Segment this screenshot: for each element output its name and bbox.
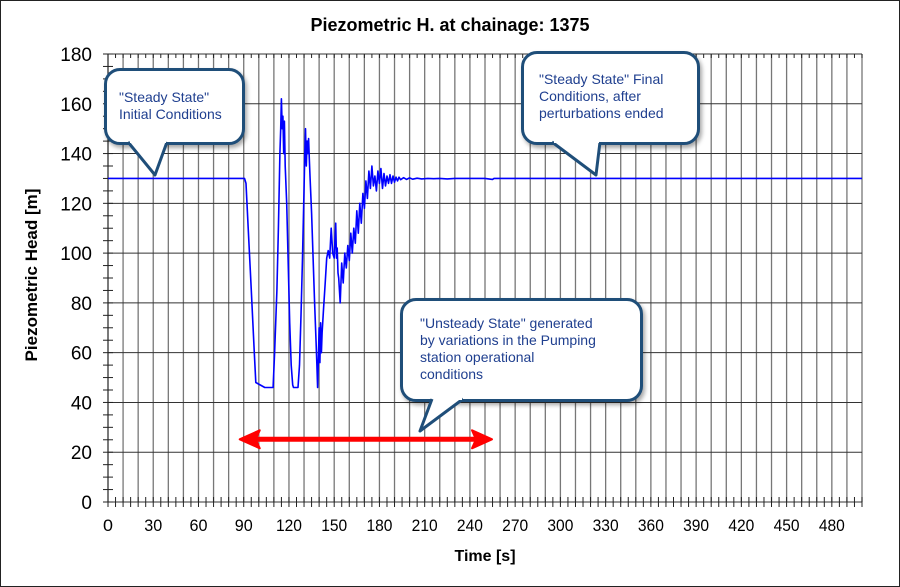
annotation-initial-conditions: "Steady State" Initial Conditions [104,68,245,145]
annotation-line: conditions [420,366,484,382]
x-tick-label: 210 [412,516,438,535]
y-tick-label: 120 [60,194,92,215]
annotation-line: perturbations ended [539,105,664,121]
annotation-unsteady-state: "Unsteady State" generated by variations… [400,298,643,402]
y-tick-label: 160 [60,95,92,116]
x-tick-label: 450 [774,516,800,535]
y-tick-label: 140 [60,145,92,166]
y-tick-label: 180 [60,45,92,66]
x-tick-label: 270 [502,516,528,535]
annotation-line: Conditions, after [539,88,641,104]
series-group [108,98,862,389]
y-tick-label: 0 [81,493,92,514]
range-arrow-right-head [471,429,494,450]
x-tick-label: 330 [593,516,619,535]
x-tick-labels: 0 30 60 90 120 150 180 210 240 270 300 330 360 390 420… [103,516,845,535]
x-tick-label: 30 [144,516,162,535]
range-arrow-left-head [238,429,261,450]
x-tick-label: 240 [457,516,483,535]
y-tick-label: 60 [71,344,92,365]
x-tick-label: 150 [321,516,347,535]
x-axis-label: Time [s] [454,548,516,565]
x-tick-label: 300 [547,516,573,535]
x-tick-label: 420 [728,516,754,535]
annotation-line: "Steady State" Final [539,71,664,87]
x-tick-label: 390 [683,516,709,535]
y-tick-label: 80 [71,294,92,315]
annotation-final-conditions: "Steady State" Final Conditions, after p… [521,51,700,145]
x-tick-label: 360 [638,516,664,535]
axis-ticks [103,53,863,507]
x-tick-label: 180 [366,516,392,535]
chart-title: Piezometric H. at chainage: 1375 [310,15,590,35]
y-tick-label: 100 [60,244,92,265]
y-tick-label: 40 [71,393,92,414]
annotation-line: by variations in the Pumping [420,332,596,348]
x-tick-label: 120 [276,516,302,535]
y-tick-label: 20 [71,443,92,464]
annotation-line: Initial Conditions [119,106,222,122]
x-tick-label: 0 [103,516,113,535]
x-tick-label: 90 [235,516,253,535]
annotation-line: "Unsteady State" generated [420,315,593,331]
x-tick-label: 480 [819,516,845,535]
annotation-line: station operational [420,349,535,365]
y-tick-labels: 0 20 40 60 80 100 120 140 160 180 [60,45,92,514]
series-line-piezometric-head [108,98,862,389]
annotation-line: "Steady State" [119,89,210,105]
x-tick-label: 60 [189,516,207,535]
range-arrow-group [238,429,494,450]
